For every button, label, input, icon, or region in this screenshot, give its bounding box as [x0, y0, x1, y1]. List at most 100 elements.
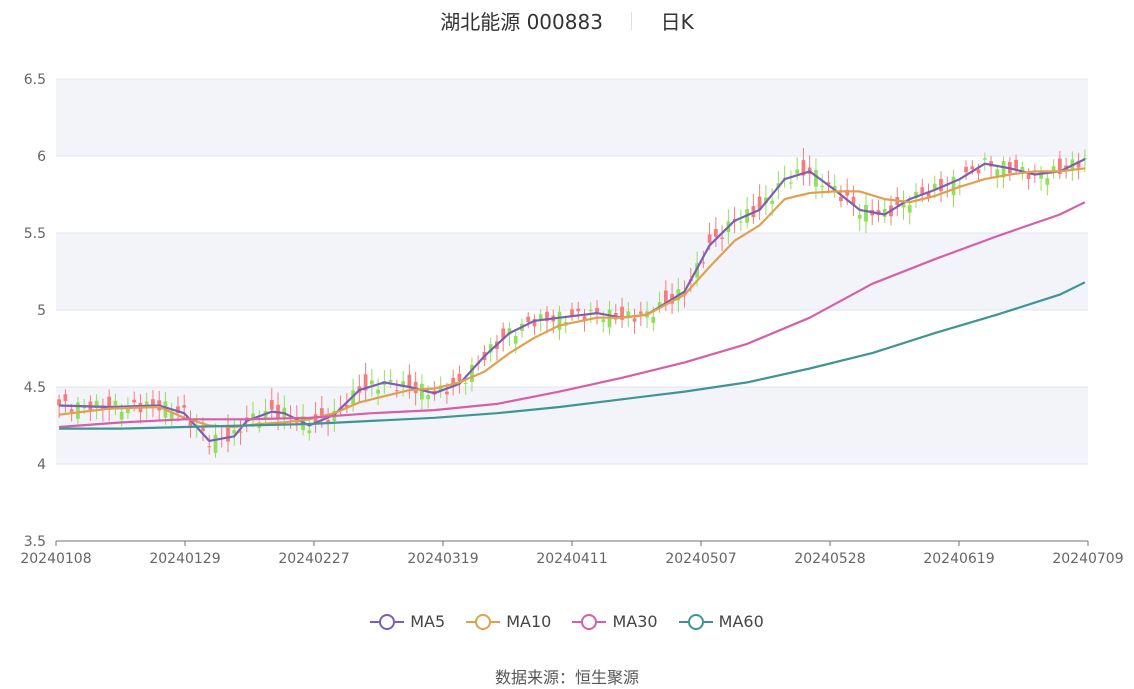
candle-body [545, 311, 549, 322]
candle-body [864, 204, 868, 222]
candle-body [532, 319, 537, 327]
candle-body [126, 405, 130, 414]
candle-body [369, 380, 374, 385]
candle-body [882, 208, 887, 217]
candle-body [964, 166, 968, 173]
candle-body [757, 196, 762, 210]
candle-body [119, 411, 124, 420]
y-tick-label: 6 [37, 149, 46, 165]
candle-body [207, 446, 212, 448]
legend-ma5[interactable]: MA5 [370, 612, 445, 631]
candle-body [407, 374, 412, 387]
candle-body [770, 200, 775, 204]
candle-body [626, 311, 631, 317]
stock-name: 湖北能源 000883 [440, 10, 603, 34]
candle-body [926, 191, 931, 197]
candle-body [470, 364, 474, 382]
candle-body [557, 311, 562, 330]
candle-body [764, 197, 768, 204]
candle-body [826, 182, 831, 185]
candle-body [451, 377, 456, 384]
x-tick-label: 20240528 [794, 551, 865, 567]
candle-body [463, 382, 468, 384]
candle-body [376, 389, 380, 394]
candle-body [401, 381, 406, 387]
legend-ma10-swatch [466, 613, 501, 631]
candle-body [251, 413, 255, 420]
candle-body [63, 394, 68, 402]
candle-body [144, 401, 149, 408]
source-label: 数据来源： [494, 668, 575, 687]
y-tick-label: 5.5 [24, 226, 46, 242]
candle-body [663, 290, 668, 304]
x-tick-label: 20240411 [536, 551, 607, 567]
candle-body [907, 205, 912, 213]
candle-body [426, 395, 431, 400]
candle-body [920, 187, 925, 196]
candle-body [1051, 166, 1056, 171]
y-tick-label: 3.5 [24, 534, 46, 550]
candle-body [232, 430, 237, 434]
legend-ma60-swatch [678, 613, 713, 631]
legend-ma60-label: MA60 [718, 612, 764, 631]
series-line-ma10 [58, 167, 1086, 429]
plot-band [56, 233, 1088, 310]
candle-body [801, 160, 806, 176]
candle-body [951, 176, 956, 196]
candle-body [738, 221, 743, 223]
x-tick-label: 20240619 [923, 551, 994, 567]
legend-ma10[interactable]: MA10 [466, 612, 551, 631]
legend-ma30-swatch [572, 613, 607, 631]
legend-ma30[interactable]: MA30 [572, 612, 658, 631]
candle-body [601, 319, 606, 323]
candle-body [501, 328, 506, 340]
candle-body [526, 316, 531, 323]
candle-body [1039, 172, 1043, 179]
candle-body [576, 308, 581, 312]
candle-body [188, 420, 193, 426]
candle-body [269, 400, 274, 410]
x-tick-label: 20240319 [407, 551, 478, 567]
candle-body [69, 409, 74, 412]
candle-body [595, 308, 599, 313]
candle-body [319, 408, 324, 416]
candle-body [151, 399, 155, 406]
candle-body [457, 373, 462, 382]
candle-body [76, 402, 80, 419]
candle-body [588, 309, 593, 312]
candle-body [363, 374, 368, 391]
candle-body [238, 431, 243, 433]
candle-body [789, 182, 793, 184]
candle-body [420, 383, 424, 400]
candle-body [701, 262, 706, 264]
x-tick-label: 20240129 [149, 551, 220, 567]
candle-body [570, 309, 574, 316]
candle-body [132, 399, 137, 403]
x-tick-label: 20240709 [1052, 551, 1123, 567]
legend-ma60[interactable]: MA60 [678, 612, 764, 631]
candle-body [932, 183, 937, 190]
candle-body [1001, 161, 1006, 178]
x-tick-label: 20240108 [20, 551, 91, 567]
series-line-ma5 [59, 158, 1086, 442]
candle-body [857, 214, 862, 219]
y-tick-label: 4.5 [24, 380, 46, 396]
candle-body [1057, 158, 1062, 174]
candle-body [307, 430, 312, 434]
legend-ma10-label: MA10 [506, 612, 552, 631]
candle-body [632, 318, 637, 322]
title-divider [631, 11, 633, 30]
chart-title: 湖北能源 000883 日K [0, 6, 1134, 36]
candle-body [713, 229, 718, 237]
candle-body [814, 170, 818, 187]
plot-band [56, 79, 1088, 156]
candle-body [169, 412, 174, 421]
candle-body [939, 178, 943, 192]
candle-body [845, 189, 850, 196]
candle-body [1020, 166, 1025, 173]
candle-body [538, 314, 543, 321]
legend-ma5-label: MA5 [410, 612, 446, 631]
candle-body [620, 306, 624, 320]
candle-body [438, 385, 443, 392]
